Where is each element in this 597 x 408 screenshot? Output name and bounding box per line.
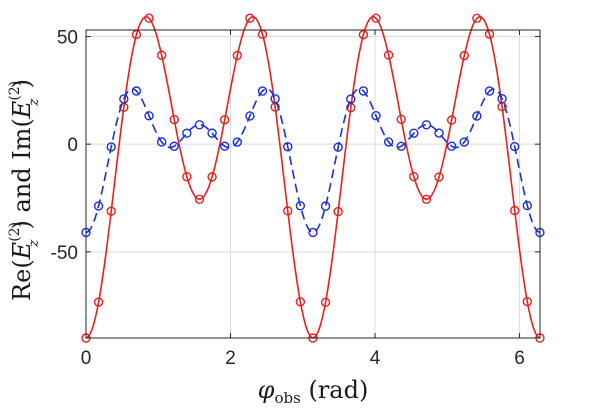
data-point [333, 206, 343, 217]
data-point [522, 296, 533, 307]
data-point [522, 200, 533, 211]
data-point [472, 111, 482, 121]
plot-area-frame [85, 29, 541, 339]
x-axis-label: φobs (rad) [258, 376, 369, 407]
data-point [182, 172, 192, 182]
data-point [396, 141, 406, 151]
data-point [396, 114, 406, 125]
data-point [232, 137, 243, 147]
data-point [93, 297, 104, 307]
series-im [81, 86, 545, 238]
data-point [409, 128, 419, 138]
data-point [459, 50, 469, 61]
data-point [383, 137, 394, 147]
data-point [446, 115, 457, 125]
data-point [320, 297, 331, 307]
data-point [144, 13, 154, 23]
data-point [144, 111, 154, 121]
data-point [245, 111, 255, 121]
data-point [484, 86, 495, 96]
y-axis-label: Re(E(2)z) and Im(E(2)z) [7, 79, 42, 301]
data-point [346, 94, 356, 104]
grid-lines [85, 30, 540, 338]
data-point [119, 94, 129, 104]
data-point [270, 94, 280, 104]
y-tick-label: 0 [67, 135, 78, 156]
x-tick-label: 0 [81, 348, 92, 369]
data-point [497, 94, 507, 104]
data-point [295, 201, 306, 211]
tick-labels: 0 2 4 6 50 0 -50 [51, 27, 525, 369]
data-point [421, 194, 432, 204]
data-point [245, 13, 255, 23]
plot-series [81, 13, 545, 343]
series-line-re [85, 16, 541, 339]
series-line-im [85, 88, 541, 234]
data-point [320, 201, 331, 211]
data-point [207, 172, 217, 182]
data-point [219, 141, 230, 151]
data-point [207, 128, 217, 138]
data-point [509, 141, 520, 152]
y-tick-label: 50 [57, 27, 78, 48]
data-point [131, 86, 142, 96]
data-point [106, 206, 116, 216]
data-point [371, 13, 381, 23]
data-point [472, 13, 482, 23]
data-point [459, 137, 469, 147]
data-point [421, 120, 432, 130]
data-point [283, 206, 293, 216]
axis-ticks [85, 30, 540, 338]
data-point [156, 137, 167, 147]
series-re [81, 13, 545, 343]
data-point [283, 142, 293, 152]
data-point [383, 50, 394, 60]
data-point [409, 171, 419, 182]
data-point [371, 110, 381, 121]
data-point [509, 205, 520, 216]
data-point [106, 142, 116, 152]
data-point [93, 201, 104, 211]
data-point [169, 141, 179, 151]
data-point [295, 297, 306, 307]
data-point [434, 172, 444, 182]
data-point [156, 50, 167, 60]
data-point [219, 115, 230, 125]
x-tick-label: 2 [225, 348, 236, 369]
data-point [194, 194, 205, 204]
x-tick-label: 6 [514, 348, 525, 369]
data-point [358, 29, 369, 40]
data-point [446, 141, 457, 151]
data-point [169, 114, 179, 125]
x-tick-label: 4 [370, 348, 381, 369]
data-point [434, 128, 444, 138]
data-point [232, 50, 243, 61]
data-point [358, 86, 369, 96]
data-point [257, 86, 268, 96]
data-point [308, 227, 318, 238]
y-tick-label: -50 [51, 243, 78, 264]
data-point [194, 120, 205, 130]
data-point [333, 142, 343, 152]
data-point [182, 128, 192, 138]
